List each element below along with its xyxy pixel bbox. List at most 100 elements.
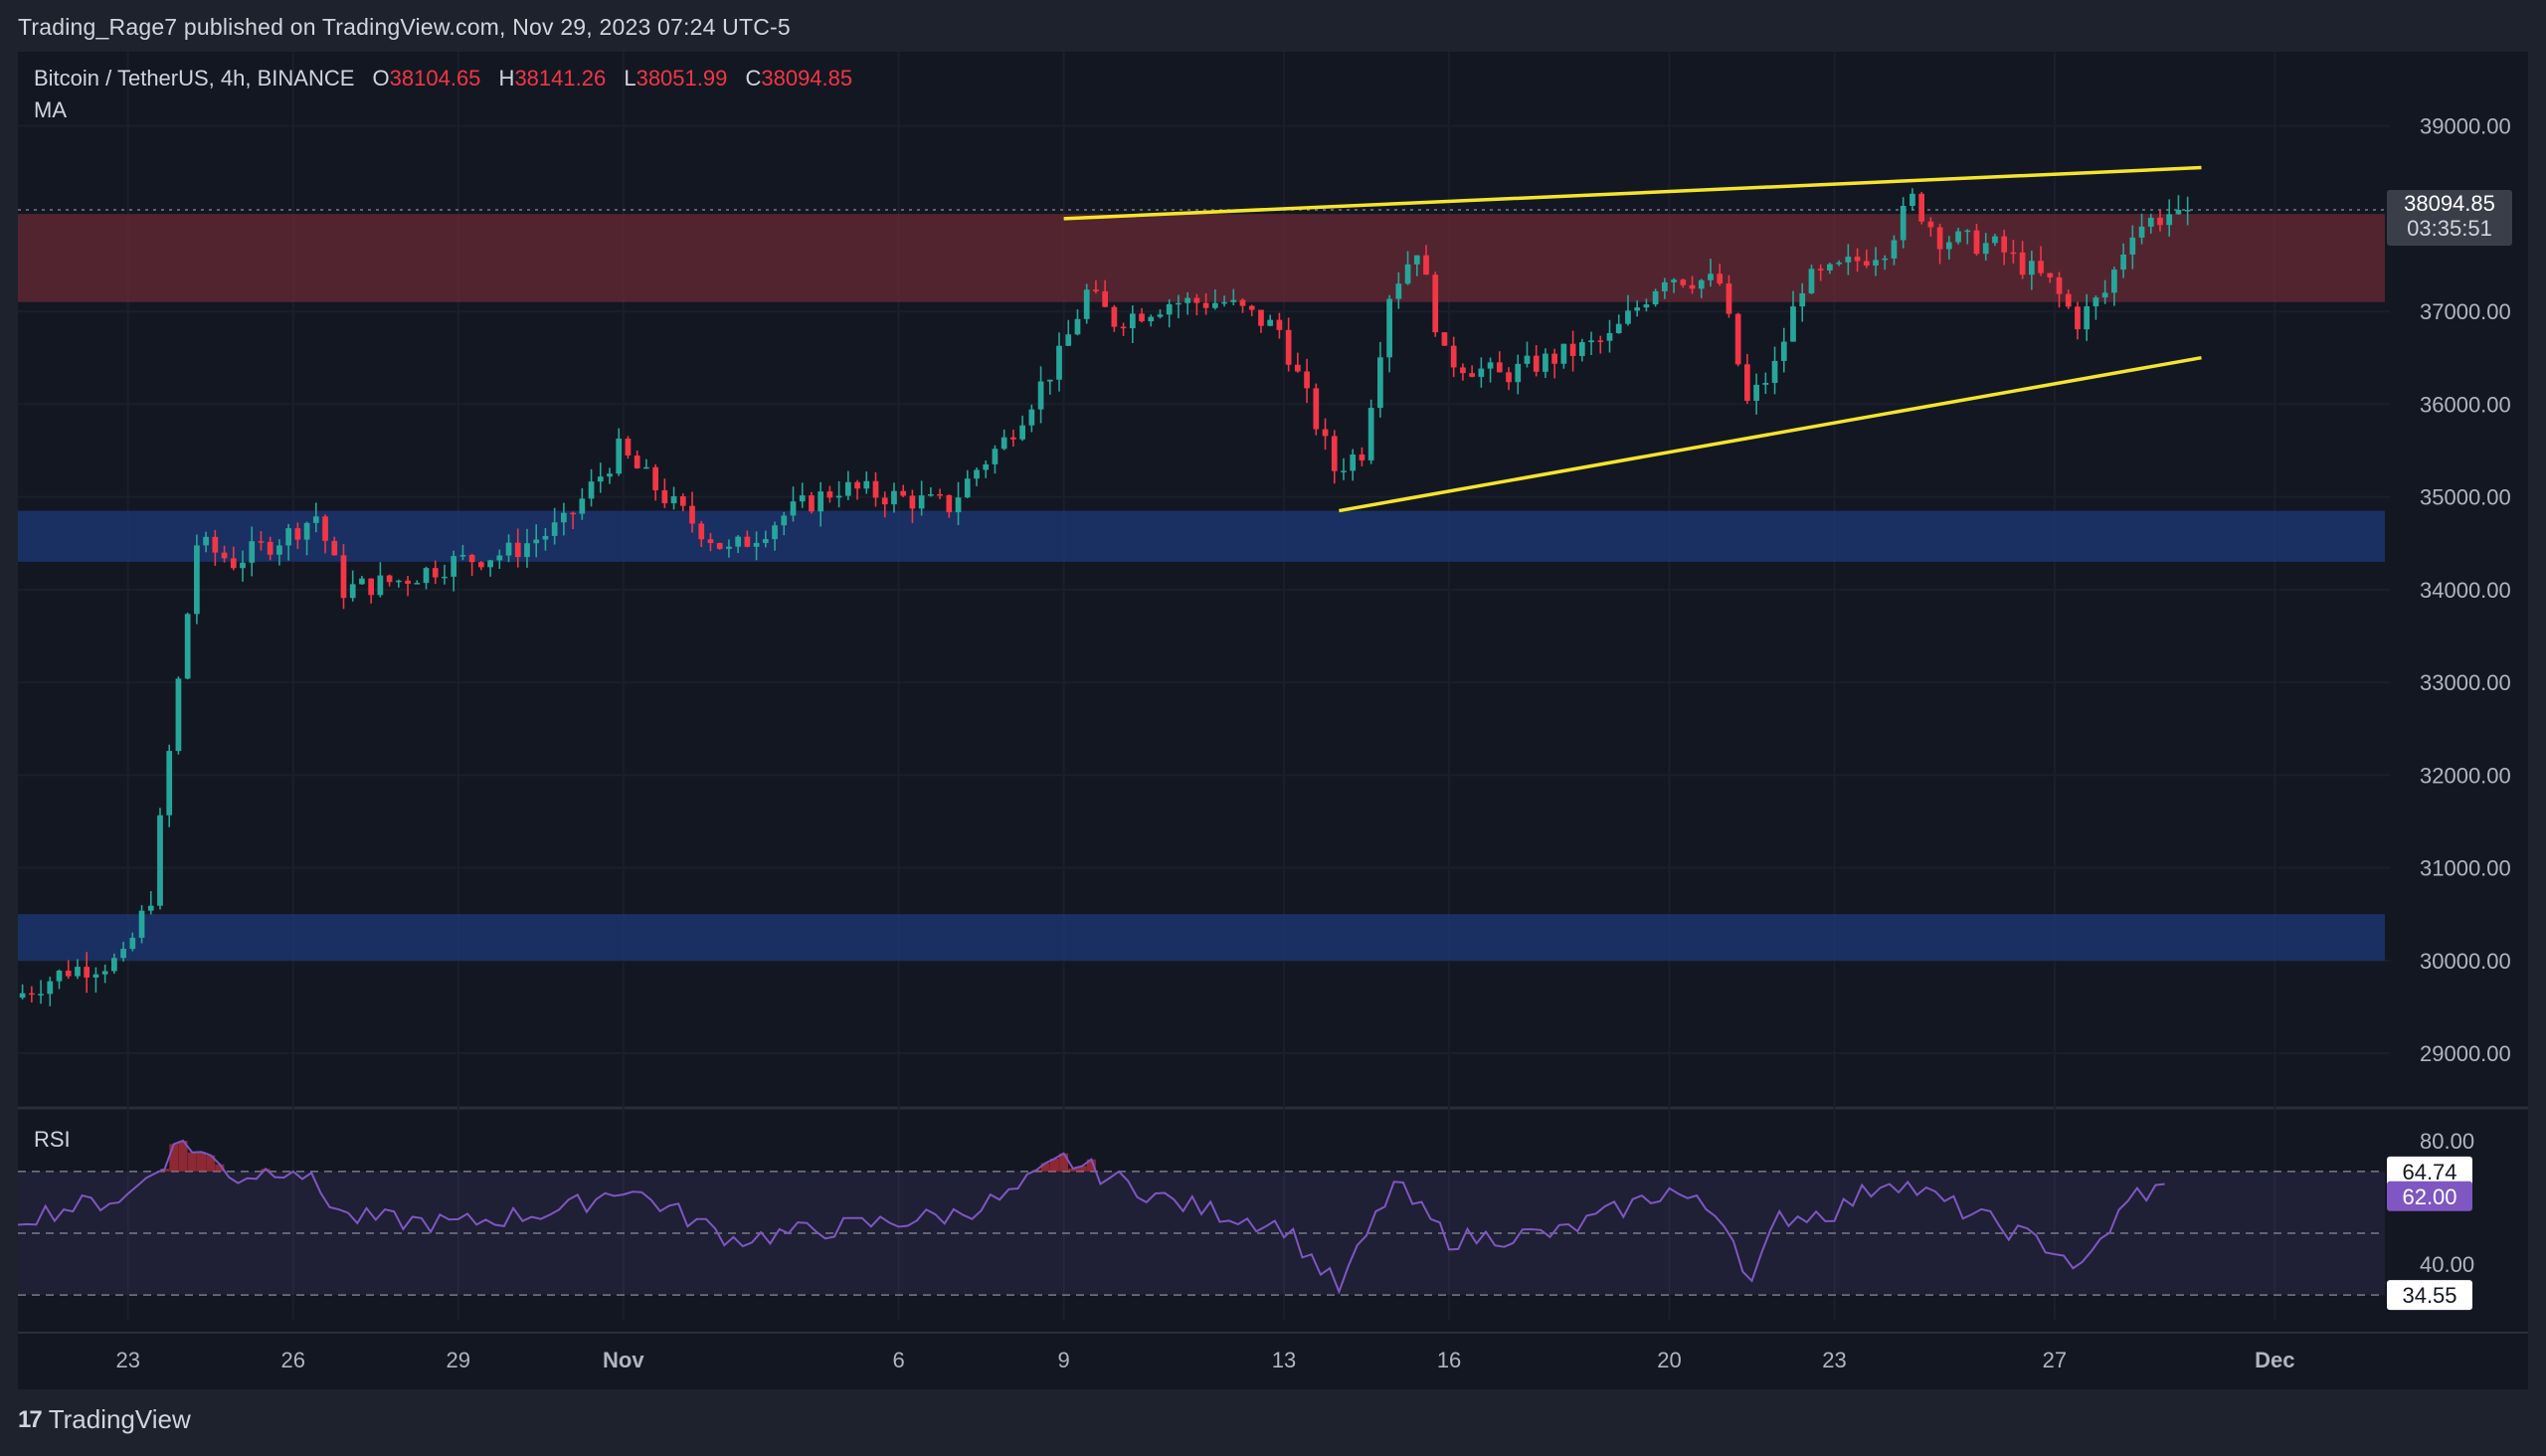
candle-body <box>1441 332 1448 346</box>
candle-body <box>1615 323 1622 333</box>
candle-body <box>194 545 200 615</box>
candle-body <box>818 491 824 512</box>
candle-body <box>551 522 558 536</box>
publish-info: Trading_Rage7 published on TradingView.c… <box>18 14 791 40</box>
candle-body <box>414 583 421 585</box>
candle-body <box>1661 281 1668 291</box>
candle-body <box>1597 340 1604 342</box>
candle-body <box>101 971 108 975</box>
candle-body <box>56 970 63 982</box>
x-tick-label: 26 <box>281 1348 305 1372</box>
rsi-indicator-label[interactable]: RSI <box>34 1127 71 1152</box>
candle-body <box>303 522 310 540</box>
candle-body <box>974 469 980 479</box>
y-tick-label: 39000.00 <box>2420 114 2511 139</box>
ma-indicator-label[interactable]: MA <box>34 97 67 122</box>
candle-body <box>1845 257 1852 263</box>
candle-body <box>1120 326 1127 329</box>
candle-body <box>38 994 44 996</box>
candle-body <box>707 539 714 544</box>
candle-body <box>1010 437 1016 440</box>
candle-body <box>2075 306 2081 330</box>
candle-body <box>157 815 163 906</box>
candle-body <box>1680 279 1687 285</box>
candle-body <box>2184 209 2191 212</box>
candle-body <box>451 556 457 577</box>
candle-body <box>1643 304 1650 308</box>
rsi-value-tag <box>2387 1156 2472 1186</box>
chart-frame[interactable]: 39000.00 37000.00 36000.00 35000.00 34000.00… <box>18 52 2528 1389</box>
candle-body <box>1478 368 1485 377</box>
candle-body <box>1258 309 1264 326</box>
high-label: H <box>498 66 515 91</box>
candle-body <box>432 568 439 578</box>
candle-body <box>386 575 393 583</box>
candle-body <box>918 495 925 509</box>
candle-body <box>1945 242 1952 250</box>
tradingview-branding[interactable]: 17 TradingView <box>18 1404 191 1435</box>
chart-svg[interactable]: 39000.00 37000.00 36000.00 35000.00 34000.00… <box>18 52 2528 1389</box>
candle-body <box>2001 236 2008 253</box>
candle-body <box>1139 313 1145 322</box>
candle-body <box>1964 230 1971 233</box>
candle-body <box>607 473 613 477</box>
candle-body <box>1129 313 1136 329</box>
upper-trendline <box>1063 165 2202 221</box>
candle-body <box>1708 273 1714 280</box>
candle-body <box>2038 261 2044 273</box>
rsi-value-label: 64.74 <box>2402 1160 2456 1184</box>
x-tick-label: 29 <box>447 1348 470 1372</box>
candle-body <box>166 751 173 816</box>
candle-body <box>1634 307 1641 311</box>
candle-body <box>1211 302 1218 308</box>
candle-body <box>1046 379 1053 382</box>
candle-body <box>1910 193 1915 207</box>
candle-body <box>1496 362 1503 373</box>
candle-body <box>1350 454 1357 471</box>
candle-body <box>1734 313 1741 365</box>
candle-body <box>570 512 576 515</box>
candle-body <box>212 536 219 553</box>
candle-body <box>937 493 943 496</box>
rsi-overbought-fill <box>160 1141 1096 1172</box>
candle-body <box>1652 290 1659 305</box>
symbol-name[interactable]: Bitcoin / TetherUS, 4h, BINANCE <box>34 66 355 91</box>
candle-body <box>1295 364 1301 372</box>
candle-body <box>1689 284 1696 289</box>
candle-body <box>1202 302 1209 308</box>
candle-body <box>597 476 604 482</box>
support-zone <box>18 914 2385 961</box>
candle-body <box>1469 373 1475 377</box>
candle-body <box>1367 408 1374 460</box>
candle-body <box>726 546 732 549</box>
candle-body <box>2019 252 2026 275</box>
candle-body <box>2138 226 2145 238</box>
candle-body <box>1726 283 1732 314</box>
candle-body <box>670 496 677 504</box>
low-label: L <box>624 66 636 91</box>
candle-body <box>1184 297 1191 303</box>
candle-body <box>1808 269 1815 293</box>
candle-body <box>872 480 879 498</box>
y-tick-label: 33000.00 <box>2420 670 2511 695</box>
candle-body <box>487 560 493 568</box>
candle-body <box>588 481 595 499</box>
candle-body <box>2056 276 2063 294</box>
candle-body <box>1854 257 1861 262</box>
candle-body <box>1836 262 1842 265</box>
tradingview-logo-icon: 17 <box>18 1405 43 1433</box>
candle-body <box>854 481 860 489</box>
candle-body <box>2147 217 2154 227</box>
x-tick-label: 16 <box>1437 1348 1461 1372</box>
candle-body <box>120 949 126 959</box>
candle-body <box>1790 306 1796 342</box>
candle-body <box>1037 381 1044 410</box>
candle-body <box>1588 340 1594 343</box>
candle-body <box>405 580 411 584</box>
rsi-value-label: 62.00 <box>2402 1184 2456 1209</box>
candle-body <box>1982 243 1989 255</box>
candle-body <box>643 466 649 469</box>
candle-body <box>1900 206 1907 241</box>
candle-body <box>799 495 806 502</box>
candle-body <box>1423 255 1429 275</box>
